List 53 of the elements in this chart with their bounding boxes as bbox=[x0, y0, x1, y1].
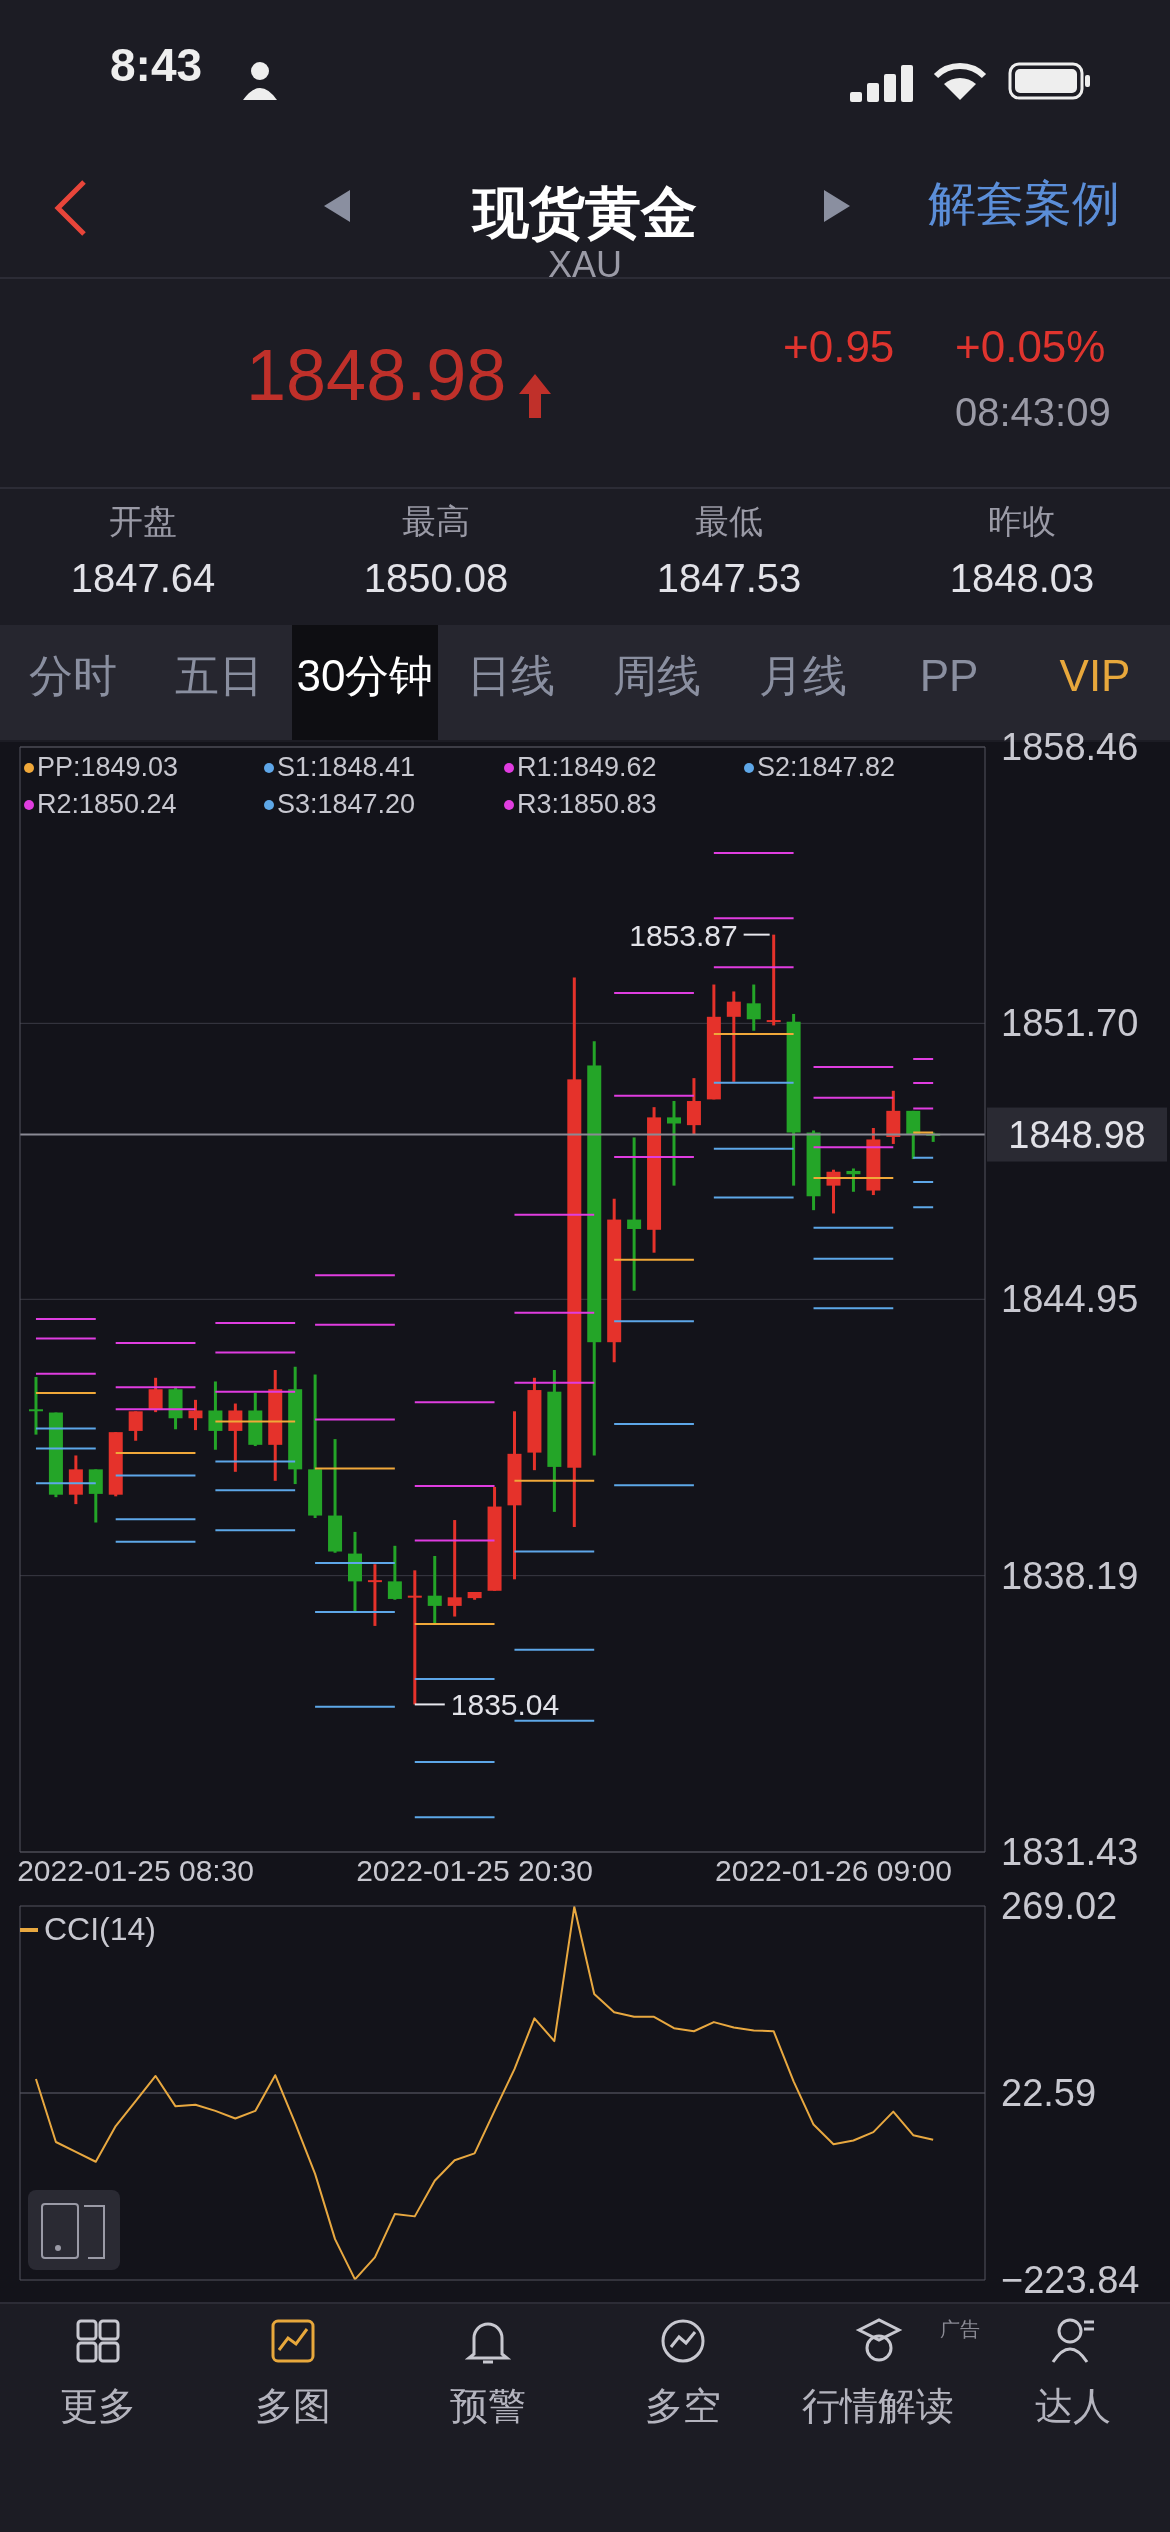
text: 30分钟 bbox=[296, 651, 434, 701]
text: +0.05% bbox=[955, 322, 1106, 372]
text: 广告 bbox=[940, 2318, 980, 2340]
text: 达人 bbox=[1035, 2385, 1111, 2428]
text: 行情解读 bbox=[802, 2385, 954, 2428]
text: 开盘 bbox=[109, 502, 177, 541]
text: 日线 bbox=[467, 651, 555, 701]
chart-subtitle: XAU bbox=[547, 244, 623, 286]
x-tick-label: 2022-01-25 20:30 bbox=[356, 1854, 594, 1888]
text: 1850.08 bbox=[363, 556, 509, 600]
legend-label: S2:1847.82 bbox=[756, 752, 897, 783]
text: 解套案例 bbox=[928, 177, 1120, 231]
text: 1848.98 bbox=[246, 335, 507, 416]
y-tick-label: 1858.46 bbox=[1001, 726, 1139, 768]
y-tick-label: −223.84 bbox=[1001, 2259, 1140, 2301]
text: 1848.03 bbox=[949, 556, 1095, 600]
x-tick-label: 2022-01-25 08:30 bbox=[17, 1854, 255, 1888]
chart-title: 现货黄金 bbox=[473, 180, 697, 246]
text: 昨收 bbox=[988, 502, 1056, 541]
text: 月线 bbox=[759, 651, 847, 701]
text: 周线 bbox=[613, 651, 701, 701]
legend-label: R2:1850.24 bbox=[36, 789, 178, 820]
y-tick-label: 22.59 bbox=[1001, 2072, 1097, 2114]
text: 最高 bbox=[402, 502, 470, 541]
annotation: 1835.04 bbox=[450, 1688, 560, 1722]
text: 1847.53 bbox=[656, 556, 802, 600]
text: 预警 bbox=[450, 2385, 526, 2428]
text: 五日 bbox=[175, 651, 263, 701]
text: 分时 bbox=[29, 651, 117, 701]
y-tick-label: 1851.70 bbox=[1001, 1002, 1139, 1045]
text: 最低 bbox=[695, 502, 763, 541]
y-tick-label: 1831.43 bbox=[1001, 1831, 1139, 1873]
text: 1847.64 bbox=[70, 556, 216, 600]
legend-label: R3:1850.83 bbox=[516, 789, 658, 820]
text: 多空 bbox=[645, 2385, 721, 2428]
legend-label: PP:1849.03 bbox=[36, 752, 180, 783]
y-tick-label: 1838.19 bbox=[1001, 1554, 1139, 1597]
text: 8:43 bbox=[110, 39, 203, 91]
text: 更多 bbox=[60, 2385, 136, 2428]
annotation: 1853.87 bbox=[629, 918, 738, 952]
text: VIP bbox=[1059, 651, 1131, 701]
y-tick-label: 269.02 bbox=[1001, 1885, 1118, 1927]
legend-label: CCI(14) bbox=[43, 1911, 157, 1948]
x-tick-label: 2022-01-26 09:00 bbox=[715, 1854, 952, 1888]
legend-label: R1:1849.62 bbox=[516, 752, 658, 783]
ref-line-label: 1848.98 bbox=[1008, 1113, 1146, 1156]
legend-label: S1:1848.41 bbox=[276, 752, 417, 783]
text: +0.95 bbox=[783, 322, 895, 372]
text: 多图 bbox=[255, 2385, 331, 2428]
y-tick-label: 1844.95 bbox=[1001, 1278, 1139, 1321]
text: 08:43:09 bbox=[955, 390, 1111, 434]
legend-label: S3:1847.20 bbox=[276, 789, 417, 820]
text: PP bbox=[919, 651, 979, 701]
